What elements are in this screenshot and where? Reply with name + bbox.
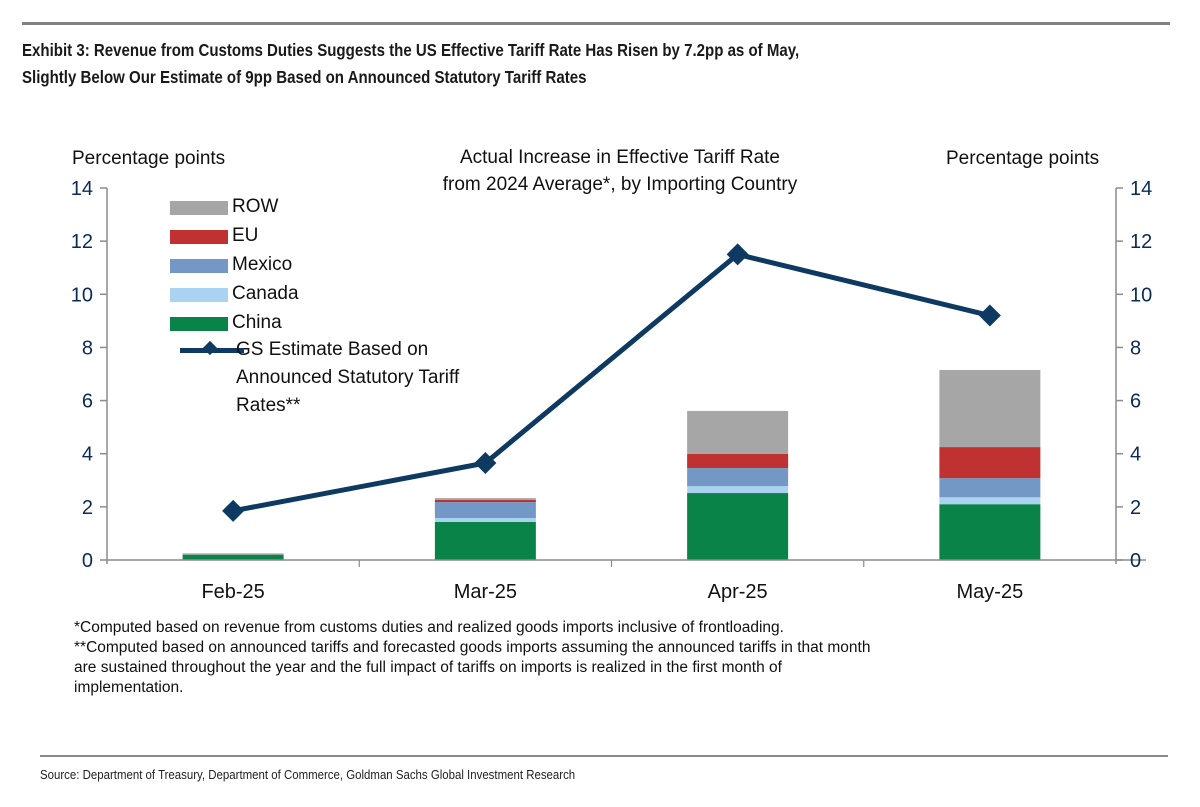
x-tick-label: Apr-25 bbox=[708, 581, 768, 603]
bar-mexico-apr-25 bbox=[687, 468, 789, 487]
legend-label-row: ROW bbox=[232, 196, 279, 217]
top-rule bbox=[22, 22, 1170, 25]
right-tick-label: 2 bbox=[1130, 497, 1141, 519]
legend-label-mexico: Mexico bbox=[232, 254, 293, 275]
gs-estimate-marker-feb-25 bbox=[222, 499, 245, 522]
chart-title-line1: Actual Increase in Effective Tariff Rate bbox=[459, 147, 780, 168]
gs-estimate-marker-mar-25 bbox=[474, 452, 497, 475]
left-tick-label: 0 bbox=[82, 550, 93, 572]
left-tick-label: 14 bbox=[71, 178, 93, 200]
bar-eu-may-25 bbox=[939, 447, 1041, 479]
bar-canada-mar-25 bbox=[434, 518, 536, 523]
source-note: Source: Department of Treasury, Departme… bbox=[40, 767, 576, 782]
chart-title-line2: from 2024 Average*, by Importing Country bbox=[442, 174, 798, 195]
legend-gs-line1: GS Estimate Based on bbox=[236, 339, 429, 360]
x-tick-label: Feb-25 bbox=[201, 581, 264, 603]
bar-china-apr-25 bbox=[687, 493, 789, 560]
right-tick-label: 10 bbox=[1130, 284, 1152, 306]
chart-title: Actual Increase in Effective Tariff Rate… bbox=[330, 144, 910, 198]
gs-estimate-marker-may-25 bbox=[978, 304, 1001, 327]
x-tick-label: Mar-25 bbox=[454, 581, 517, 603]
bar-china-may-25 bbox=[939, 504, 1041, 560]
legend-label-gs-estimate: GS Estimate Based on Announced Statutory… bbox=[236, 336, 459, 420]
left-tick-label: 12 bbox=[71, 231, 93, 253]
left-axis-title: Percentage points bbox=[72, 148, 226, 169]
gs-estimate-marker-apr-25 bbox=[726, 243, 749, 266]
left-tick-label: 2 bbox=[82, 497, 93, 519]
legend-label-china: China bbox=[232, 312, 282, 333]
legend-swatch-row bbox=[170, 201, 228, 215]
chart-plot: 0 0 2 2 4 4 6 6 8 8 10 10 12 12 14 14 Feb-25 Mar-25 Apr-25… bbox=[71, 178, 1153, 603]
bar-mexico-may-25 bbox=[939, 478, 1041, 498]
legend-swatch-mexico bbox=[170, 259, 228, 273]
bar-row-mar-25 bbox=[434, 498, 536, 500]
bar-row-may-25 bbox=[939, 370, 1041, 448]
legend-label-eu: EU bbox=[232, 225, 259, 246]
bar-canada-apr-25 bbox=[687, 486, 789, 494]
bar-eu-mar-25 bbox=[434, 499, 536, 503]
right-tick-label: 4 bbox=[1130, 444, 1141, 466]
right-tick-label: 14 bbox=[1130, 178, 1152, 200]
bar-eu-apr-25 bbox=[687, 453, 789, 469]
gs-estimate-line bbox=[232, 251, 991, 514]
right-tick-label: 8 bbox=[1130, 337, 1141, 359]
left-tick-label: 10 bbox=[71, 284, 93, 306]
right-tick-label: 12 bbox=[1130, 231, 1152, 253]
bar-canada-may-25 bbox=[939, 497, 1041, 505]
bar-mexico-mar-25 bbox=[434, 502, 536, 519]
legend-label-canada: Canada bbox=[232, 283, 299, 304]
exhibit-title-line2: Slightly Below Our Estimate of 9pp Based… bbox=[22, 67, 587, 87]
left-tick-label: 4 bbox=[82, 444, 93, 466]
bar-china-feb-25 bbox=[182, 554, 284, 560]
bottom-rule bbox=[40, 755, 1168, 757]
bar-china-mar-25 bbox=[434, 522, 536, 560]
exhibit-title-line1: Exhibit 3: Revenue from Customs Duties S… bbox=[22, 40, 800, 60]
footnote-2-line2: are sustained throughout the year and th… bbox=[74, 659, 782, 676]
bar-row-feb-25 bbox=[182, 553, 284, 555]
legend-gs-line3: Rates** bbox=[236, 395, 301, 416]
left-tick-label: 8 bbox=[82, 337, 93, 359]
right-tick-label: 0 bbox=[1130, 550, 1141, 572]
x-tick-label: May-25 bbox=[957, 581, 1024, 603]
legend-gs-line2: Announced Statutory Tariff bbox=[236, 367, 460, 388]
left-tick-label: 6 bbox=[82, 391, 93, 413]
footnote-2-line1: **Computed based on announced tariffs an… bbox=[74, 639, 871, 656]
right-axis-title: Percentage points bbox=[946, 148, 1100, 169]
legend-swatch-canada bbox=[170, 288, 228, 302]
footnotes: *Computed based on revenue from customs … bbox=[74, 618, 1174, 698]
footnote-2-line3: implementation. bbox=[74, 679, 184, 696]
right-tick-label: 6 bbox=[1130, 391, 1141, 413]
exhibit-title: Exhibit 3: Revenue from Customs Duties S… bbox=[22, 37, 1020, 91]
legend-swatch-china bbox=[170, 317, 228, 331]
bar-row-apr-25 bbox=[687, 410, 789, 454]
legend-swatch-eu bbox=[170, 230, 228, 244]
footnote-1: *Computed based on revenue from customs … bbox=[74, 619, 784, 636]
